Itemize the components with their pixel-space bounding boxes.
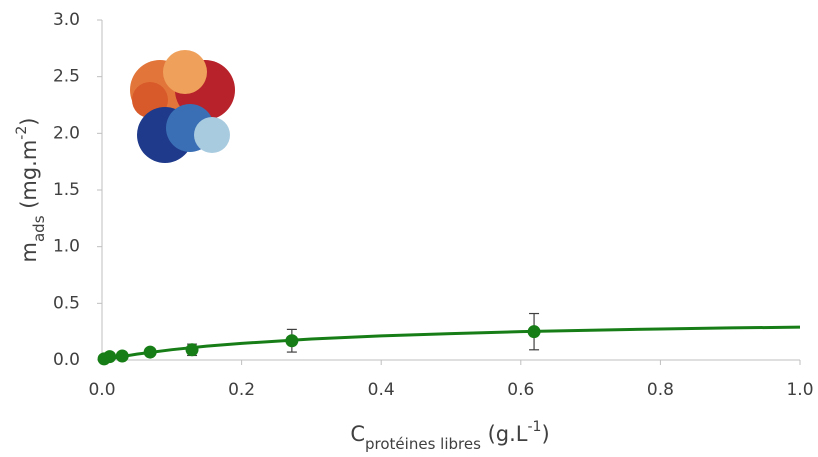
x-tick-label: 0.0 [88, 380, 115, 400]
point [185, 343, 199, 357]
fit-curve [101, 325, 801, 362]
protein-image [130, 50, 235, 163]
y-tick-label: 0.0 [53, 350, 80, 370]
point [143, 345, 157, 359]
y-tick-label: 2.5 [53, 67, 80, 87]
point [115, 349, 129, 363]
y-tick-label: 2.0 [53, 123, 80, 143]
x-axis-label: Cprotéines libres (g.L-1) [350, 419, 549, 453]
y-axis-label: mads (mg.m-2) [14, 118, 48, 263]
point [285, 334, 299, 348]
y-tick-label: 1.0 [53, 237, 80, 257]
x-tick-label: 0.8 [647, 380, 674, 400]
x-tick-label: 0.2 [228, 380, 255, 400]
y-tick-label: 3.0 [53, 10, 80, 30]
x-tick-label: 0.6 [507, 380, 534, 400]
point [527, 325, 541, 339]
point [103, 350, 117, 364]
y-tick-label: 0.5 [53, 293, 80, 313]
x-tick-label: 0.4 [368, 380, 395, 400]
y-tick-label: 1.5 [53, 180, 80, 200]
x-tick-label: 1.0 [786, 380, 813, 400]
